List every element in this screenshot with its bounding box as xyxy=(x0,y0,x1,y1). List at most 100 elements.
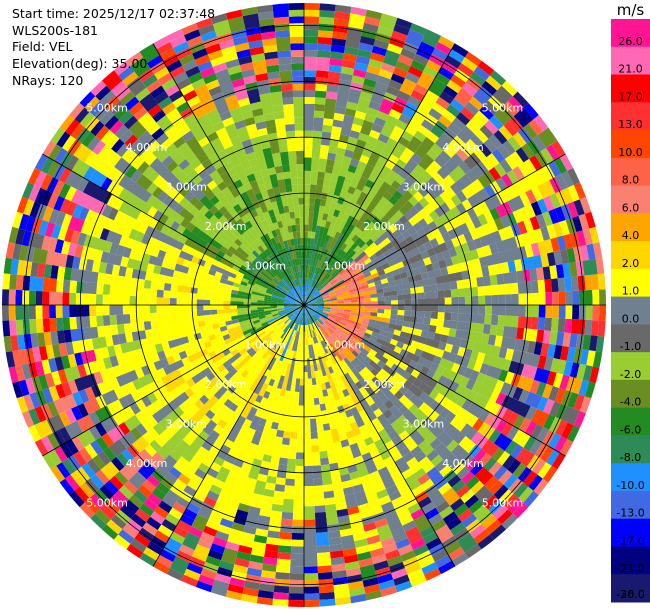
velocity-gate xyxy=(276,320,284,327)
velocity-gate xyxy=(530,423,544,440)
velocity-gate xyxy=(453,527,470,542)
velocity-gate xyxy=(390,180,402,191)
velocity-gate xyxy=(125,267,134,278)
velocity-gate xyxy=(8,305,16,321)
velocity-gate xyxy=(277,464,288,472)
velocity-gate xyxy=(435,41,452,56)
velocity-gate xyxy=(290,559,304,567)
velocity-gate xyxy=(316,328,325,341)
velocity-gate xyxy=(28,290,36,305)
velocity-gate xyxy=(275,275,282,282)
velocity-gate xyxy=(347,88,362,104)
velocity-gate xyxy=(363,271,372,278)
velocity-gate xyxy=(317,552,331,560)
velocity-gate xyxy=(97,451,111,466)
velocity-gate xyxy=(123,480,138,495)
velocity-gate xyxy=(354,280,368,289)
velocity-gate xyxy=(458,305,479,315)
velocity-gate xyxy=(116,452,130,467)
velocity-gate xyxy=(131,240,148,254)
velocity-gate xyxy=(219,518,234,529)
velocity-gate xyxy=(80,220,104,239)
velocity-gate xyxy=(537,239,554,255)
velocity-gate xyxy=(262,269,275,280)
velocity-gate xyxy=(182,164,195,176)
velocity-gate xyxy=(190,395,219,425)
velocity-gate xyxy=(210,543,226,554)
velocity-gate xyxy=(143,279,152,289)
velocity-gate xyxy=(297,170,304,178)
velocity-gate xyxy=(289,23,304,37)
velocity-gate xyxy=(451,444,474,467)
velocity-gate xyxy=(328,207,336,216)
velocity-gate xyxy=(348,512,364,529)
velocity-gate xyxy=(144,352,160,366)
velocity-gate xyxy=(363,78,377,88)
velocity-gate xyxy=(342,273,349,280)
velocity-gate xyxy=(567,167,580,185)
velocity-gate xyxy=(146,541,164,555)
velocity-gate xyxy=(394,174,406,185)
velocity-gate xyxy=(70,230,81,245)
velocity-gate xyxy=(408,345,417,355)
velocity-gate xyxy=(351,383,359,393)
velocity-gate xyxy=(357,298,365,303)
velocity-gate xyxy=(299,378,304,386)
velocity-gate xyxy=(309,296,315,302)
velocity-gate xyxy=(276,360,283,368)
velocity-gate xyxy=(345,267,353,274)
velocity-gate xyxy=(402,435,418,452)
velocity-gate xyxy=(397,544,414,556)
velocity-gate xyxy=(139,552,157,567)
velocity-gate xyxy=(434,72,451,86)
velocity-gate xyxy=(58,411,71,427)
velocity-gate xyxy=(382,543,398,554)
velocity-gate xyxy=(273,490,285,499)
velocity-gate xyxy=(250,499,263,509)
velocity-gate xyxy=(442,487,461,506)
velocity-gate xyxy=(166,59,183,73)
velocity-gate xyxy=(283,205,290,214)
velocity-gate xyxy=(387,43,403,55)
velocity-gate xyxy=(271,152,281,161)
velocity-gate xyxy=(350,359,358,368)
velocity-gate xyxy=(219,482,235,500)
velocity-gate xyxy=(277,234,284,243)
velocity-gate xyxy=(354,364,363,373)
velocity-gate xyxy=(459,338,469,349)
velocity-gate xyxy=(158,414,175,431)
velocity-gate xyxy=(423,214,434,225)
velocity-gate xyxy=(279,281,295,296)
velocity-gate xyxy=(468,444,482,458)
velocity-gate xyxy=(505,305,526,317)
velocity-gate xyxy=(323,354,329,362)
velocity-gate xyxy=(395,440,407,452)
velocity-gate xyxy=(330,298,344,303)
velocity-gate xyxy=(257,590,274,599)
velocity-gate xyxy=(260,235,268,244)
velocity-gate xyxy=(50,465,66,483)
velocity-gate xyxy=(335,338,342,345)
velocity-gate xyxy=(149,439,162,453)
velocity-gate xyxy=(319,10,335,18)
velocity-gate xyxy=(482,353,512,372)
velocity-gate xyxy=(309,411,316,419)
velocity-gate xyxy=(104,115,119,130)
velocity-gate xyxy=(249,415,261,431)
velocity-gate xyxy=(407,568,427,587)
velocity-gate xyxy=(340,374,355,395)
velocity-gate xyxy=(267,286,281,295)
velocity-gate xyxy=(101,70,123,91)
velocity-gate xyxy=(296,310,301,317)
velocity-gate xyxy=(262,147,275,169)
velocity-gate xyxy=(309,297,316,302)
velocity-gate xyxy=(258,382,269,397)
velocity-gate xyxy=(23,394,35,411)
velocity-gate xyxy=(216,250,226,258)
velocity-gate xyxy=(307,378,313,386)
velocity-gate xyxy=(444,343,454,353)
velocity-gate xyxy=(260,328,273,339)
velocity-gate xyxy=(565,291,573,305)
velocity-gate xyxy=(118,66,135,81)
velocity-gate xyxy=(42,277,57,292)
